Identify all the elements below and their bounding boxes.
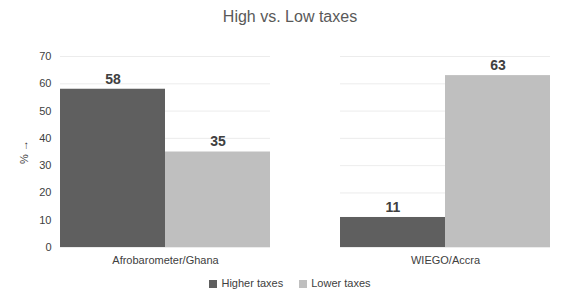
svg-text:30: 30 (39, 159, 51, 171)
svg-text:20: 20 (39, 186, 51, 198)
html-text:High vs. Low taxes: High vs. Low taxes (222, 8, 358, 25)
svg-text:58: 58 (105, 71, 121, 87)
svg-text:40: 40 (39, 132, 51, 144)
svg-text:WIEGO/Accra: WIEGO/Accra (411, 254, 481, 266)
svg-text:0: 0 (45, 241, 51, 253)
svg-text:35: 35 (210, 133, 226, 149)
svg-text:% →: % → (18, 140, 30, 164)
svg-text:Afrobarometer/Ghana: Afrobarometer/Ghana (112, 254, 219, 266)
svg-text:60: 60 (39, 77, 51, 89)
svg-text:63: 63 (490, 57, 506, 73)
svg-text:11: 11 (386, 199, 401, 215)
html-text:Higher taxes: Higher taxes (221, 277, 284, 289)
svg-text:10: 10 (39, 214, 51, 226)
svg-text:70: 70 (39, 50, 51, 62)
html-text:Lower taxes: Lower taxes (311, 277, 371, 289)
svg-text:50: 50 (39, 105, 51, 117)
